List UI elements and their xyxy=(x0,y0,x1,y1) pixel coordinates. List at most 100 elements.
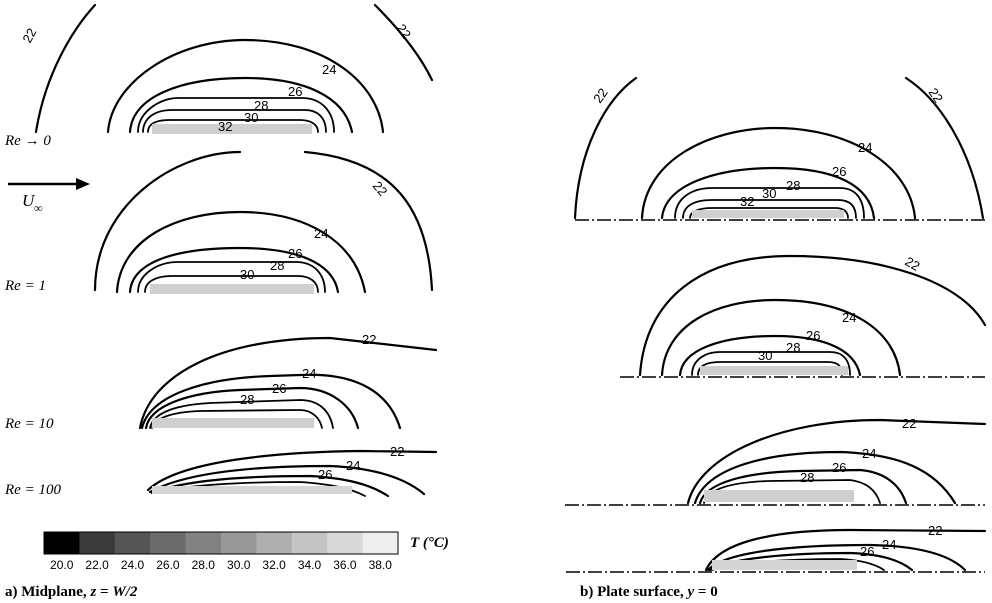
heated-plate xyxy=(700,366,848,375)
heated-plate xyxy=(152,418,314,428)
heated-plate xyxy=(712,560,857,570)
colorbar-tick-label: 24.0 xyxy=(121,558,145,572)
heated-plate xyxy=(150,284,314,294)
contour-28 xyxy=(691,351,851,376)
colorbar-cell xyxy=(221,532,257,554)
colorbar-cell xyxy=(44,532,80,554)
colorbar-cell xyxy=(185,532,222,554)
colorbar-tick-label: 28.0 xyxy=(192,558,216,572)
contour-22 xyxy=(686,418,987,505)
contour-30 xyxy=(682,199,857,219)
level-label-28: 28 xyxy=(254,98,268,113)
flow-velocity-label: U xyxy=(22,191,36,210)
level-label-22: 22 xyxy=(903,254,923,274)
flow-arrow: U ∞ xyxy=(8,178,90,215)
panel-b-row-3: 22 24 26 28 xyxy=(565,416,987,506)
contour-24 xyxy=(706,543,967,572)
heated-plate xyxy=(152,124,312,134)
contour-24 xyxy=(106,38,385,134)
panel-b-row-2: 22 24 26 28 30 xyxy=(620,254,987,378)
panel-b-row-4: 22 24 26 xyxy=(566,523,987,573)
colorbar-tick-label: 34.0 xyxy=(298,558,322,572)
level-label-24: 24 xyxy=(882,537,896,552)
colorbar-tick-label: 30.0 xyxy=(227,558,251,572)
level-label-32: 32 xyxy=(740,194,754,209)
level-label-24: 24 xyxy=(858,140,872,155)
level-label-24: 24 xyxy=(862,446,876,461)
contour-22 xyxy=(373,3,434,82)
colorbar-cell xyxy=(150,532,187,554)
level-label-28: 28 xyxy=(270,258,284,273)
level-label-28: 28 xyxy=(240,392,254,407)
contour-26 xyxy=(128,76,354,134)
reynolds-label-re10: Re = 10 xyxy=(4,416,54,432)
level-label-26: 26 xyxy=(832,164,846,179)
level-label-28: 28 xyxy=(786,340,800,355)
panel-a-row-re0: 22 22 24 26 28 30 32 Re → 0 xyxy=(4,3,434,149)
contour-24 xyxy=(140,373,402,430)
colorbar-tick-label: 38.0 xyxy=(369,558,393,572)
colorbar-cell xyxy=(362,532,399,554)
colorbar-tick-label: 32.0 xyxy=(262,558,286,572)
level-label-22: 22 xyxy=(902,416,916,431)
level-label-26: 26 xyxy=(318,467,332,482)
level-label-28: 28 xyxy=(786,178,800,193)
panel-a-row-re10: 22 24 26 28 Re = 10 xyxy=(4,332,438,432)
contour-26 xyxy=(128,246,340,294)
contour-26 xyxy=(678,334,862,377)
contour-26 xyxy=(144,386,360,430)
heated-plate xyxy=(704,490,854,502)
contour-22 xyxy=(93,150,242,292)
level-label-22: 22 xyxy=(590,85,611,105)
level-label-26: 26 xyxy=(288,84,302,99)
heated-plate xyxy=(692,210,844,218)
colorbar-tick-label: 22.0 xyxy=(85,558,109,572)
colorbar-tick-label: 26.0 xyxy=(156,558,180,572)
level-label-24: 24 xyxy=(302,366,316,381)
level-label-22: 22 xyxy=(390,444,404,459)
colorbar: 20.0 22.0 24.0 26.0 28.0 30.0 32.0 34.0 36.0 38.0… xyxy=(43,531,449,572)
level-label-30: 30 xyxy=(762,186,776,201)
level-label-24: 24 xyxy=(314,226,328,241)
contour-28 xyxy=(674,187,865,219)
level-label-22: 22 xyxy=(19,26,39,46)
panel-a-row-re1: 22 24 26 28 30 Re = 1 xyxy=(4,150,434,294)
contour-32 xyxy=(147,119,319,133)
level-label-22: 22 xyxy=(394,21,415,41)
level-label-26: 26 xyxy=(832,460,846,475)
panel-b: 22 22 24 26 28 30 32 22 24 26 28 30 xyxy=(565,76,987,600)
level-label-30: 30 xyxy=(244,110,258,125)
colorbar-tick-label: 20.0 xyxy=(50,558,74,572)
level-label-22: 22 xyxy=(362,332,376,347)
contour-22 xyxy=(303,150,434,292)
level-label-26: 26 xyxy=(288,246,302,261)
contour-28 xyxy=(137,97,335,133)
contour-24 xyxy=(640,126,917,220)
level-label-30: 30 xyxy=(758,348,772,363)
colorbar-cell xyxy=(327,532,364,554)
colorbar-cell xyxy=(291,532,328,554)
level-label-26: 26 xyxy=(860,544,874,559)
contour-22 xyxy=(146,449,438,492)
heated-plate xyxy=(152,486,352,494)
panel-b-row-1: 22 22 24 26 28 30 32 xyxy=(573,76,985,221)
colorbar-frame xyxy=(43,531,399,555)
contour-22 xyxy=(573,76,638,220)
contour-26 xyxy=(698,468,908,505)
contour-26 xyxy=(660,166,876,220)
panel-b-caption: b) Plate surface, y = 0 xyxy=(580,584,718,600)
reynolds-label-re100: Re = 100 xyxy=(4,482,61,498)
level-label-26: 26 xyxy=(272,381,286,396)
level-label-24: 24 xyxy=(346,458,360,473)
contour-22 xyxy=(138,336,438,430)
contour-24 xyxy=(115,210,367,294)
colorbar-cell xyxy=(79,532,116,554)
panel-a-caption: a) Midplane, z = W/2 xyxy=(5,584,138,600)
contour-28 xyxy=(149,399,334,429)
contour-26 xyxy=(150,474,390,498)
colorbar-cell xyxy=(256,532,293,554)
level-label-32: 32 xyxy=(218,119,232,134)
panel-a-row-re100: 22 24 26 Re = 100 xyxy=(4,444,438,498)
contour-30 xyxy=(144,275,319,293)
